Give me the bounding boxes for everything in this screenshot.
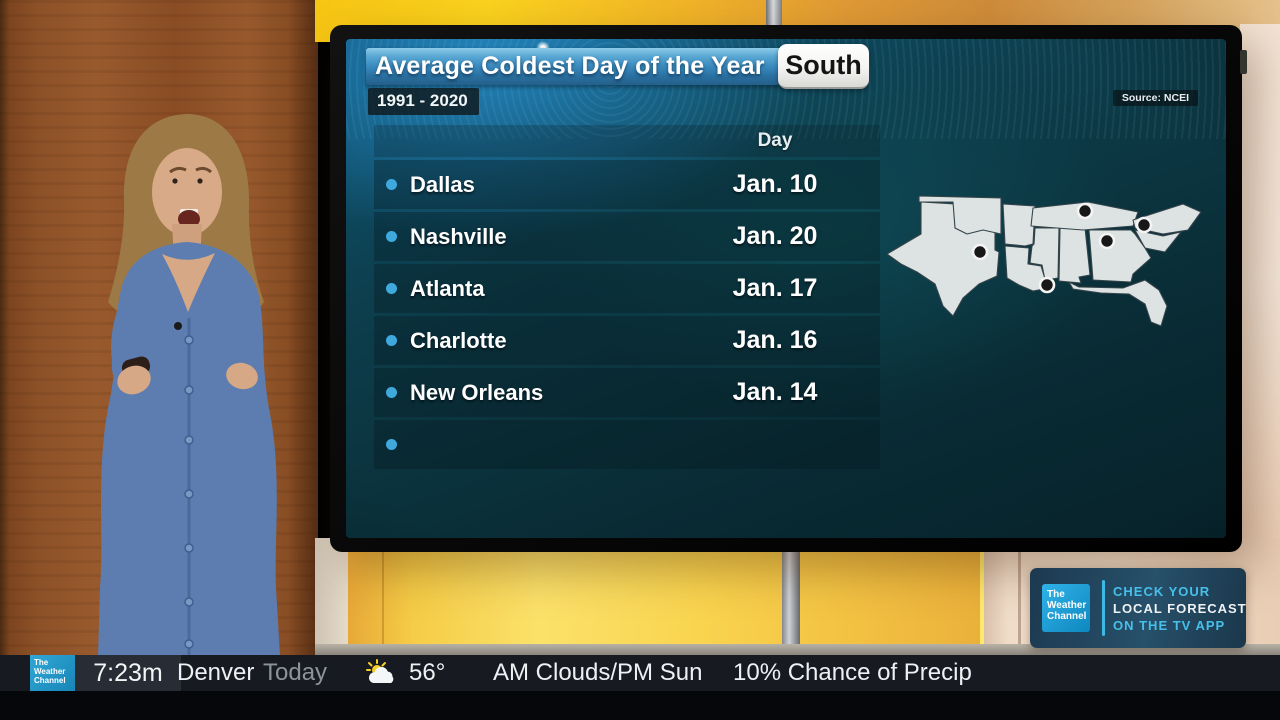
panel-seam-bright xyxy=(980,540,984,658)
city-name: Atlanta xyxy=(410,275,485,301)
city-bullet-icon xyxy=(386,439,397,450)
period-label: 1991 - 2020 xyxy=(368,88,479,115)
southern-us-map xyxy=(883,190,1207,360)
partly-cloudy-icon xyxy=(366,659,394,683)
ticker-temperature: 56° xyxy=(409,659,446,686)
table-row: New Orleans Jan. 14 xyxy=(374,368,880,417)
promo-line-1: CHECK YOUR xyxy=(1113,583,1211,599)
current-time: 7:23m xyxy=(75,655,181,691)
lapel-mic xyxy=(174,322,182,330)
coldest-day-value: Jan. 20 xyxy=(732,222,818,250)
table-row: Charlotte Jan. 16 xyxy=(374,316,880,365)
coldest-day-value: Jan. 17 xyxy=(732,274,818,302)
presenter-left-hand xyxy=(117,365,151,395)
map-state-alabama xyxy=(1058,227,1091,284)
presenter-mouth xyxy=(178,210,200,228)
map-state-arkansas xyxy=(1002,203,1036,247)
panel-seam xyxy=(382,545,384,655)
ticker-city: Denver xyxy=(177,659,255,686)
table-row: Atlanta Jan. 17 xyxy=(374,264,880,313)
city-name: Nashville xyxy=(410,223,507,249)
yellow-wall-bottom xyxy=(348,538,988,658)
logo-line: Channel xyxy=(34,676,66,685)
city-bullet-icon xyxy=(386,283,397,294)
ticker-day-label: Today xyxy=(263,659,328,686)
map-dot-dallas xyxy=(971,243,989,261)
ticker-precip-chance: 10% Chance of Precip xyxy=(733,659,972,686)
table-row xyxy=(374,420,880,469)
city-name: New Orleans xyxy=(410,379,544,405)
weather-ticker-bar: The Weather Channel 7:23m Denver Today 5… xyxy=(0,655,1280,691)
tv-screen-frame: Average Coldest Day of the Year South 19… xyxy=(330,25,1242,552)
logo-line: Weather xyxy=(1047,600,1087,611)
city-name: Charlotte xyxy=(410,327,507,353)
letterbox-bottom xyxy=(0,691,1280,720)
region-badge: South xyxy=(778,44,869,89)
promo-line-2: LOCAL FORECAST xyxy=(1113,600,1247,616)
tv-app-promo-banner: The Weather Channel CHECK YOUR LOCAL FOR… xyxy=(1030,568,1246,648)
title-bar: Average Coldest Day of the Year xyxy=(366,48,796,85)
coldest-day-value: Jan. 16 xyxy=(732,326,818,354)
coldest-day-value: Jan. 14 xyxy=(732,378,818,406)
city-bullet-icon xyxy=(386,179,397,190)
table-header-row: Day xyxy=(374,125,880,157)
day-column-header: Day xyxy=(757,130,793,151)
map-dot-atlanta xyxy=(1098,232,1116,250)
city-bullet-icon xyxy=(386,387,397,398)
map-states xyxy=(886,195,1202,327)
wall-corner xyxy=(315,538,351,658)
map-dot-nashville xyxy=(1076,202,1094,220)
graphic-title: Average Coldest Day of the Year xyxy=(375,52,765,80)
map-state-mississippi xyxy=(1029,227,1060,281)
city-name: Dallas xyxy=(410,171,475,197)
map-state-oklahoma xyxy=(918,195,1002,235)
promo-line-3: ON THE TV APP xyxy=(1113,617,1226,633)
source-label: Source: NCEI xyxy=(1112,90,1198,106)
weather-channel-logo-small: The Weather Channel xyxy=(30,655,75,691)
logo-line: The xyxy=(1047,589,1065,600)
tv-bezel-clip xyxy=(1240,50,1247,74)
map-dot-charlotte xyxy=(1135,216,1153,234)
presenter-right-hand xyxy=(226,362,258,390)
logo-line: Channel xyxy=(1047,611,1087,622)
city-bullet-icon xyxy=(386,231,397,242)
table-row: Nashville Jan. 20 xyxy=(374,212,880,261)
logo-line: The xyxy=(34,658,49,667)
broadcast-graphic: Average Coldest Day of the Year South 19… xyxy=(346,39,1226,538)
map-state-florida xyxy=(1068,279,1168,327)
coldest-day-table: Day Dallas Jan. 10 Nashville Jan. 20 Atl… xyxy=(374,125,880,472)
table-row: Dallas Jan. 10 xyxy=(374,160,880,209)
dress-buttons xyxy=(184,335,194,649)
ticker-condition: AM Clouds/PM Sun xyxy=(493,659,703,686)
city-bullet-icon xyxy=(386,335,397,346)
weather-channel-logo: The Weather Channel xyxy=(1042,584,1090,632)
logo-line: Weather xyxy=(34,667,66,676)
weather-presenter xyxy=(98,114,280,656)
coldest-day-value: Jan. 10 xyxy=(732,170,818,198)
map-city-dots xyxy=(971,202,1153,294)
promo-divider xyxy=(1102,580,1105,636)
tv-mount-pole-top xyxy=(766,0,782,30)
map-dot-new-orleans xyxy=(1038,276,1056,294)
panel-seam xyxy=(1018,540,1021,656)
tv-mount-pole-bottom xyxy=(782,545,800,658)
